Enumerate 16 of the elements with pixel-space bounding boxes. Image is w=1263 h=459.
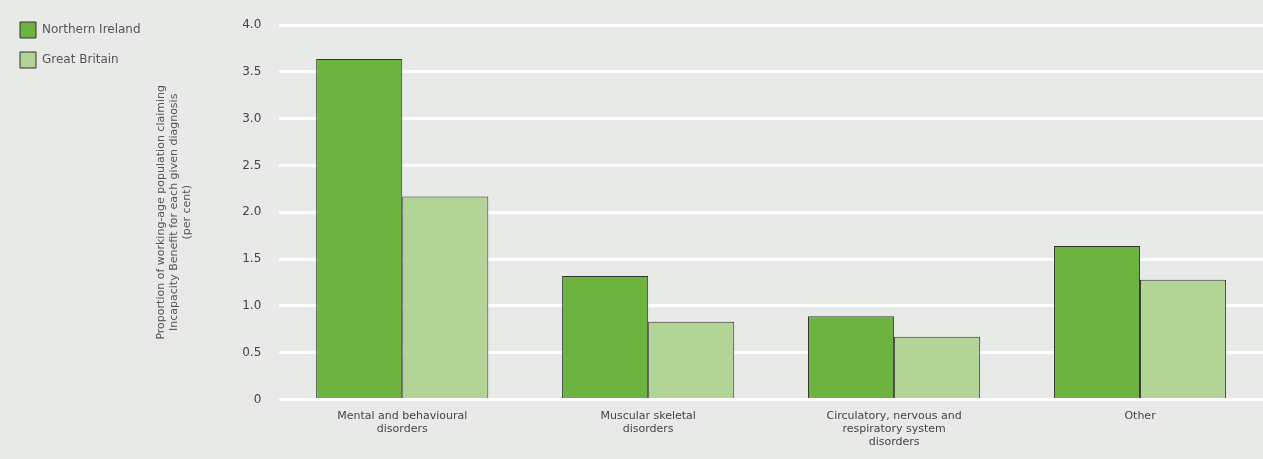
y-tick-label: 2.5 [242,157,262,172]
y-tick-label: 0 [253,391,262,406]
x-tick-label: Mental and behavioural disorders [337,408,468,436]
legend-label: Northern Ireland [42,22,141,37]
y-tick-label: 2.0 [242,204,262,219]
y-tick-label: 3.5 [242,64,262,79]
legend-label: Great Britain [42,52,119,67]
x-tick-label: Circulatory, nervous and respiratory system disorders [826,408,962,449]
x-tick-label: Other [1124,408,1157,422]
y-tick-label: 0.5 [242,344,262,359]
y-tick-label: 4.0 [242,17,262,32]
y-tick-label: 3.0 [242,110,262,125]
y-tick-label: 1.0 [242,297,262,312]
x-tick-label: Muscular skeletal disorders [600,408,696,436]
y-tick-label: 1.5 [242,251,262,266]
y-axis-title: Proportion of working-age population claiming Incapacity Benefit for each given diagnosis (per cent) [154,85,194,340]
